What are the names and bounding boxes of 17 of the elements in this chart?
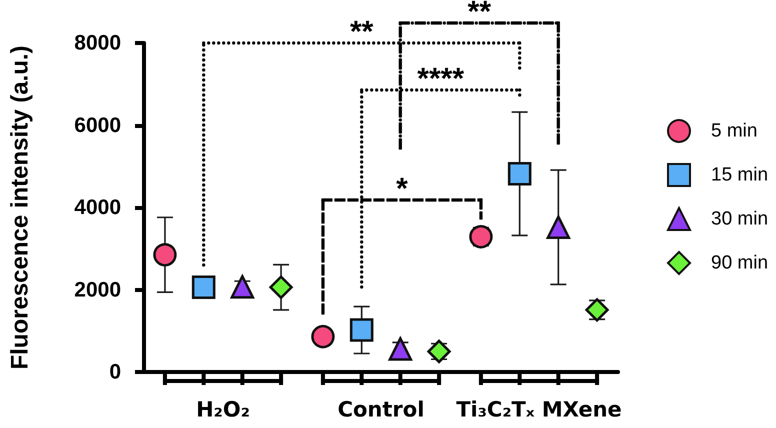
x-tick-label: Control <box>338 398 424 422</box>
y-tick-label: 4000 <box>74 196 121 219</box>
legend-label: 5 min <box>711 120 758 142</box>
y-axis-title: Fluorescence intensity (a.u.) <box>6 45 34 370</box>
annotation: ** <box>350 15 374 48</box>
y-tick-label: 0 <box>109 360 121 384</box>
x-tick-label: H₂O₂ <box>196 398 250 422</box>
annotation: **** <box>417 62 464 96</box>
legend-label: 90 min <box>711 252 768 274</box>
legend-label: 15 min <box>711 164 768 186</box>
y-tick-label: 8000 <box>74 32 121 54</box>
y-tick-label: 2000 <box>74 278 121 302</box>
annotation: * <box>396 172 408 206</box>
text: ** <box>468 0 492 28</box>
x-tick-label: Ti₃C₂Tₓ MXene <box>456 398 622 422</box>
legend-label: 30 min <box>711 208 768 230</box>
y-tick-label: 6000 <box>74 114 121 137</box>
